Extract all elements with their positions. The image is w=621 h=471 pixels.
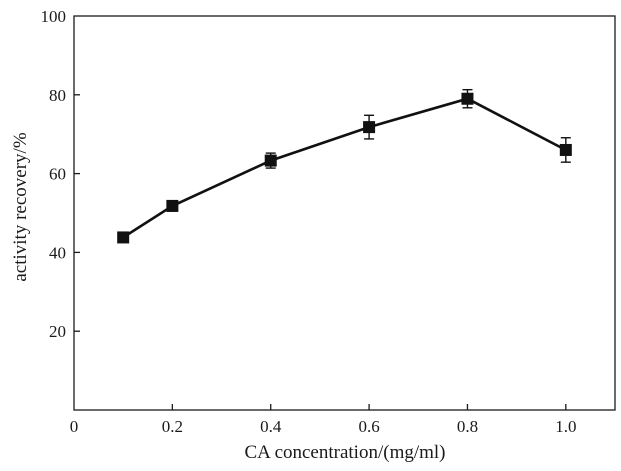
data-point: [166, 199, 179, 212]
data-point: [117, 231, 130, 244]
y-tick-label: 80: [49, 86, 66, 105]
series: [117, 88, 572, 244]
data-point: [461, 92, 474, 105]
data-point: [264, 154, 277, 167]
x-tick-label: 0.2: [162, 417, 183, 436]
x-tick-label: 0: [70, 417, 79, 436]
plot-frame: [73, 15, 616, 411]
x-tick-label: 1.0: [555, 417, 576, 436]
y-axis-title: activity recovery/%: [10, 132, 31, 281]
x-axis-title: CA concentration/(mg/ml): [244, 442, 445, 463]
y-tick-label: 20: [49, 322, 66, 341]
y-tick-label: 40: [49, 243, 66, 262]
x-tick-label: 0.6: [358, 417, 379, 436]
data-point: [559, 143, 572, 156]
x-tick-label: 0.4: [260, 417, 282, 436]
y-tick-label: 60: [49, 165, 66, 184]
series-line: [122, 97, 567, 239]
data-point: [363, 121, 376, 134]
ticks: 0 0.2 0.4 0.6 0.8 1.0 20 40 60 80 100: [41, 7, 577, 436]
y-tick-label: 100: [41, 7, 67, 26]
axes: [73, 15, 616, 411]
x-tick-label: 0.8: [457, 417, 478, 436]
